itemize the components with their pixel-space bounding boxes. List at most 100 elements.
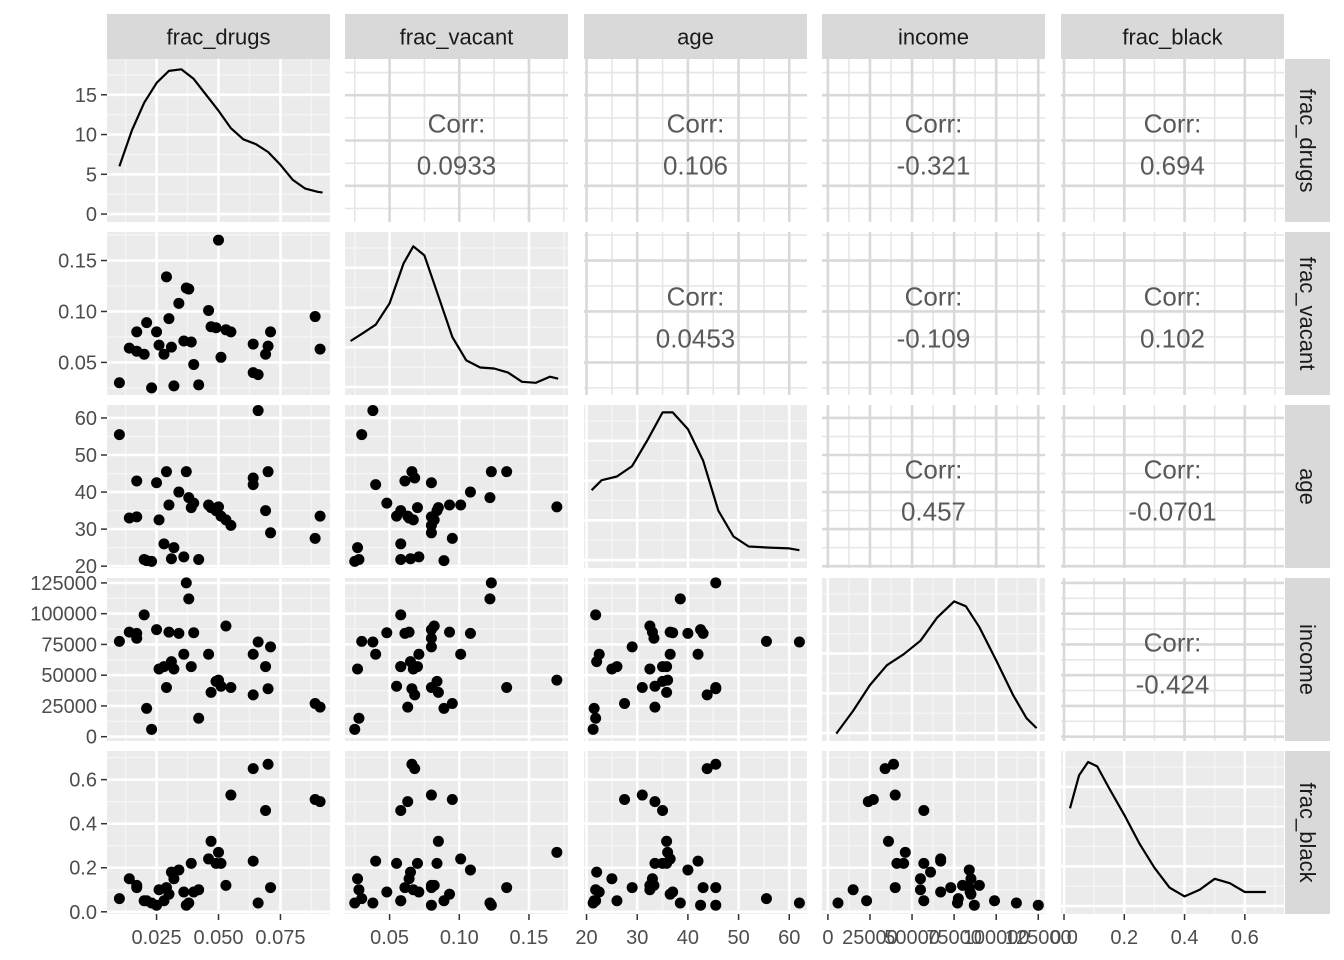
data-point — [314, 701, 326, 713]
panel-background — [584, 405, 807, 568]
panel-frac-drugs-frac-black: Corr: 0.694 — [1061, 59, 1284, 222]
data-point — [973, 879, 985, 891]
data-point — [220, 620, 232, 632]
panel-frac-vacant-frac-vacant — [345, 232, 568, 395]
data-point — [438, 702, 450, 714]
corr-label: Corr: — [1144, 282, 1202, 312]
column-strip-label: age — [677, 25, 714, 50]
column-strips: frac_drugs frac_vacant age income frac_black — [107, 14, 1284, 59]
panel-frac-drugs-age: Corr: 0.106 — [584, 59, 807, 222]
x-tick-label: 0.15 — [510, 927, 549, 949]
bottom-axis-labels: 0.025 0.050 0.075 0.05 0.10 0.15 20 30 40 50 60 0 25… — [132, 914, 1259, 949]
data-point — [356, 429, 368, 441]
data-point — [163, 626, 175, 638]
data-point — [695, 899, 707, 911]
data-point — [888, 758, 900, 770]
data-point — [701, 689, 713, 701]
density-curve — [118, 68, 323, 194]
data-point — [667, 627, 679, 639]
data-point — [945, 882, 957, 894]
data-point — [163, 499, 175, 511]
corr-value: -0.321 — [897, 151, 971, 181]
row-strip-frac-vacant — [1285, 232, 1330, 395]
x-tick-label: 40 — [677, 927, 699, 949]
corr-label: Corr: — [428, 109, 486, 139]
data-point — [158, 348, 170, 360]
data-point — [425, 882, 437, 894]
data-point — [185, 857, 197, 869]
y-tick-label: 0.4 — [69, 814, 97, 836]
data-point — [153, 339, 165, 351]
data-point — [661, 835, 673, 847]
row-strip-label: income — [1295, 624, 1320, 695]
corr-label: Corr: — [667, 282, 725, 312]
y-tick-label: 60 — [75, 408, 97, 430]
x-tick-label: 0 — [822, 927, 833, 949]
data-point — [662, 846, 674, 858]
data-point — [432, 835, 444, 847]
data-point — [649, 680, 661, 692]
data-point — [381, 627, 393, 639]
data-point — [203, 304, 215, 316]
corr-value: 0.106 — [663, 151, 728, 181]
data-point — [193, 712, 205, 724]
y-tick-label: 30 — [75, 519, 97, 541]
data-point — [180, 577, 192, 589]
corr-label: Corr: — [1144, 109, 1202, 139]
data-point — [664, 648, 676, 660]
corr-value: 0.694 — [1140, 151, 1205, 181]
data-point — [914, 873, 926, 885]
x-tick-label: 0.2 — [1110, 927, 1138, 949]
data-point — [760, 893, 772, 905]
x-tick-label: 50 — [727, 927, 749, 949]
data-point — [213, 846, 224, 858]
data-point — [405, 866, 417, 878]
data-point — [847, 884, 859, 896]
data-point — [674, 897, 686, 909]
data-point — [444, 888, 456, 900]
data-point — [185, 336, 197, 348]
panel-income-frac-drugs — [107, 577, 330, 741]
data-point — [649, 857, 661, 869]
data-point — [265, 326, 277, 338]
data-point — [413, 886, 425, 898]
data-point — [399, 882, 411, 894]
data-point — [662, 674, 674, 686]
corr-value: 0.0453 — [656, 324, 736, 354]
column-strip-label: frac_vacant — [400, 25, 514, 50]
data-point — [225, 326, 237, 338]
x-tick-label: 25000 — [842, 927, 898, 949]
data-point — [657, 804, 669, 816]
data-point — [682, 627, 694, 639]
data-point — [710, 683, 722, 695]
x-tick-label: 20 — [575, 927, 597, 949]
data-point — [151, 624, 163, 636]
data-point — [367, 897, 379, 909]
data-point — [692, 855, 704, 867]
data-point — [180, 466, 192, 478]
data-point — [879, 763, 891, 775]
data-point — [391, 857, 403, 869]
data-point — [431, 857, 443, 869]
data-point — [247, 648, 259, 660]
data-point — [163, 313, 175, 325]
panel-age-frac-vacant — [345, 405, 568, 568]
y-tick-label: 75000 — [41, 634, 97, 656]
data-point — [444, 626, 456, 638]
row-strip-label: frac_drugs — [1295, 89, 1320, 193]
y-tick-label: 0.10 — [58, 301, 97, 323]
data-point — [353, 712, 365, 724]
x-tick-label: 125000 — [1005, 927, 1072, 949]
data-point — [215, 680, 227, 692]
data-point — [173, 864, 185, 876]
data-point — [710, 577, 722, 589]
data-point — [661, 686, 673, 698]
data-point — [657, 661, 669, 673]
corr-value: -0.424 — [1136, 670, 1210, 700]
density-curve — [1068, 760, 1266, 898]
data-point — [220, 879, 232, 891]
data-point — [455, 648, 467, 660]
data-point — [151, 326, 163, 338]
data-point — [413, 551, 425, 563]
data-point — [205, 835, 217, 847]
